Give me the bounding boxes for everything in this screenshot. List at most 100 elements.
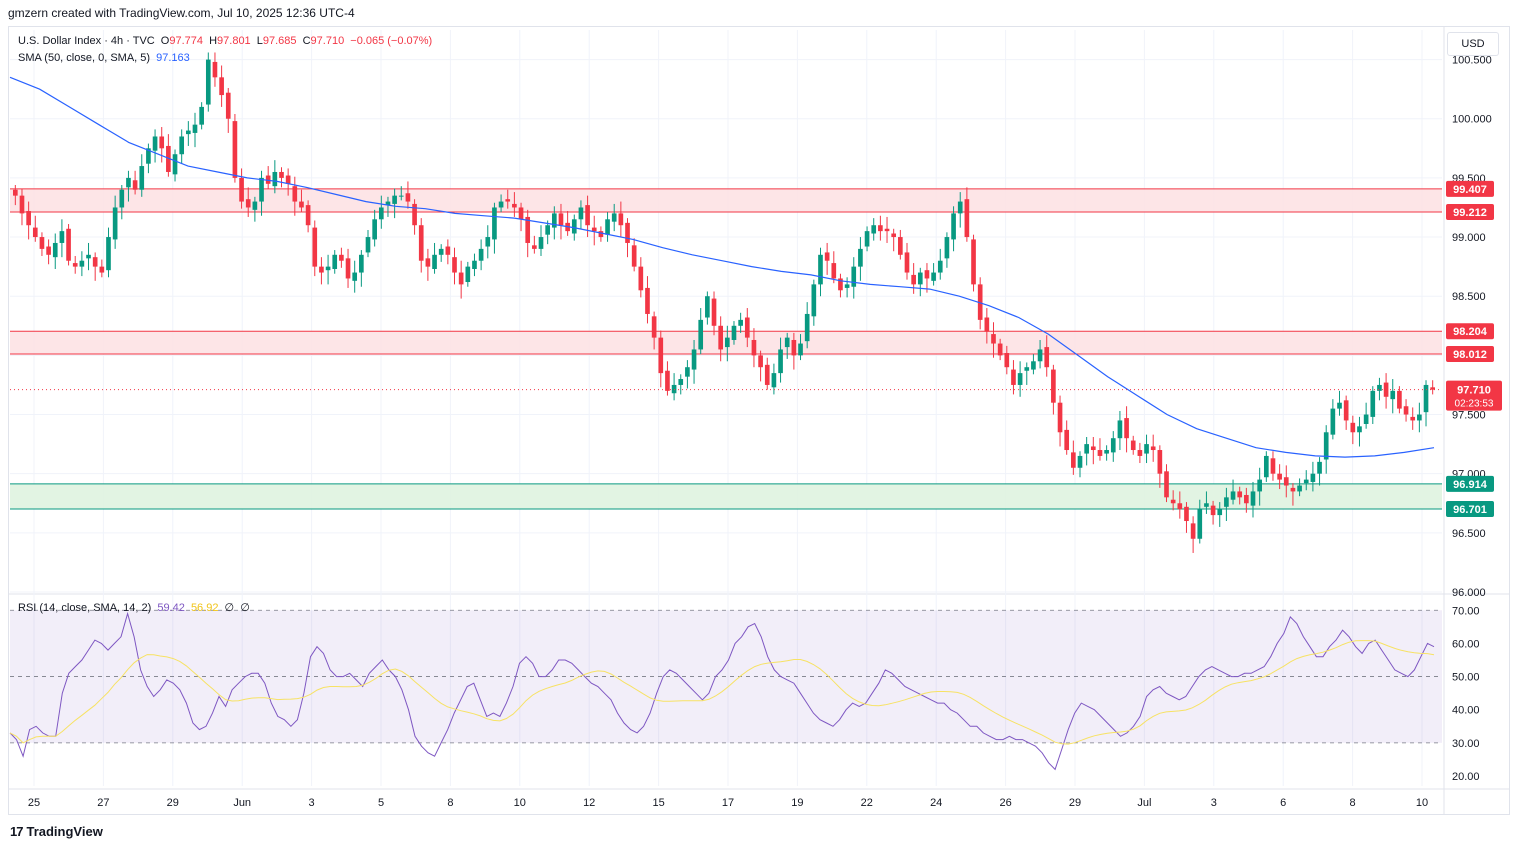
candle-body (1177, 503, 1183, 510)
candle-body (112, 207, 118, 240)
rsi-sma-line (9, 640, 1435, 745)
candle-body (964, 199, 970, 238)
candle-body (911, 274, 916, 285)
candle-body (1397, 390, 1402, 409)
candle-body (79, 260, 85, 267)
candle-body (1011, 369, 1016, 385)
rsi-tick-label: 30.00 (1452, 738, 1480, 750)
time-tick-label: 29 (1069, 797, 1081, 809)
candle-body (139, 166, 145, 190)
rsi-tick-label: 50.00 (1452, 672, 1480, 684)
sma-line (9, 76, 1435, 458)
candle-body (1343, 400, 1349, 421)
zone-price-label: 98.012 (1453, 349, 1487, 361)
candle-body (698, 319, 704, 350)
candle-body (505, 199, 511, 202)
candle-body (1037, 349, 1043, 362)
candle-body (944, 237, 950, 259)
high-value: 97.801 (217, 35, 251, 47)
candle-body (1144, 444, 1149, 454)
candle-body (1217, 509, 1223, 516)
candle-body (245, 199, 251, 208)
candle-body (951, 213, 956, 240)
tradingview-footer[interactable]: 17 TradingView (10, 824, 103, 839)
candle-body (458, 272, 464, 285)
sma-label[interactable]: SMA (50, close, 0, SMA, 5) (18, 52, 151, 64)
candle-body (578, 207, 584, 220)
candle-body (957, 201, 963, 214)
last-price-tag (1446, 380, 1502, 411)
candle-body (1124, 418, 1129, 439)
candle-body (778, 349, 783, 374)
candle-body (252, 201, 258, 210)
candle-body (239, 177, 244, 202)
candle-body (518, 207, 524, 220)
candle-body (1090, 446, 1096, 451)
candle-body (545, 225, 550, 235)
currency-button[interactable]: USD (1447, 32, 1499, 56)
candle-body (1137, 450, 1143, 456)
zone-price-tag (1446, 345, 1494, 362)
candle-body (392, 195, 397, 204)
candle-body (551, 213, 557, 228)
candle-body (791, 339, 797, 356)
candle-body (904, 252, 910, 273)
candle-body (931, 272, 936, 281)
candle-body (1044, 347, 1050, 368)
candle-body (1190, 523, 1196, 539)
candle-body (764, 364, 770, 385)
rsi-label[interactable]: RSI (14, close, SMA, 14, 2) (18, 602, 152, 614)
candle-body (1004, 353, 1010, 368)
candle-body (438, 248, 444, 255)
candle-body (924, 270, 930, 279)
time-tick-label: 25 (28, 797, 40, 809)
candle-body (259, 177, 264, 202)
candle-body (977, 284, 983, 320)
zone-price-tag (1446, 475, 1494, 492)
candle-body (605, 219, 610, 235)
candle-body (1051, 369, 1056, 403)
candle-body (1370, 390, 1376, 417)
candle-body (618, 213, 624, 226)
symbol-name[interactable]: U.S. Dollar Index · 4h · TVC (18, 35, 155, 47)
chart-frame[interactable] (8, 26, 1510, 815)
candle-body (1277, 473, 1282, 480)
candle-body (984, 317, 990, 332)
high-label: H (209, 35, 218, 47)
time-tick-label: Jul (1137, 797, 1151, 809)
candle-body (465, 266, 471, 283)
candle-body (1283, 477, 1289, 486)
candle-body (345, 258, 351, 279)
zone-resistance-upper (10, 188, 1442, 212)
time-tick-label: 10 (1416, 797, 1428, 809)
candle-body (1410, 416, 1416, 421)
tradingview-brand: TradingView (26, 824, 103, 839)
candle-body (1350, 422, 1356, 433)
candle-body (378, 207, 384, 220)
zone-price-tag (1446, 323, 1494, 340)
candle-body (92, 257, 98, 267)
candle-body (492, 207, 497, 240)
candle-body (685, 367, 690, 377)
candle-body (299, 201, 304, 208)
candle-body (771, 373, 777, 388)
candle-body (824, 252, 830, 261)
zone-price-tag (1446, 501, 1494, 518)
candle-body (372, 219, 377, 240)
candle-body (671, 384, 677, 394)
candle-body (971, 239, 976, 285)
rsi-tick-label: 40.00 (1452, 705, 1480, 717)
candle-body (558, 213, 564, 226)
zone-support (10, 483, 1442, 510)
rsi-extra-1: ∅ (224, 602, 235, 614)
candle-body (325, 266, 331, 271)
time-tick-label: 17 (722, 797, 734, 809)
candle-body (1337, 402, 1342, 409)
candle-body (538, 237, 544, 249)
candle-body (432, 254, 437, 269)
candle-body (1184, 506, 1189, 522)
candle-body (52, 242, 58, 258)
candle-body (186, 130, 191, 135)
candle-body (26, 211, 31, 226)
